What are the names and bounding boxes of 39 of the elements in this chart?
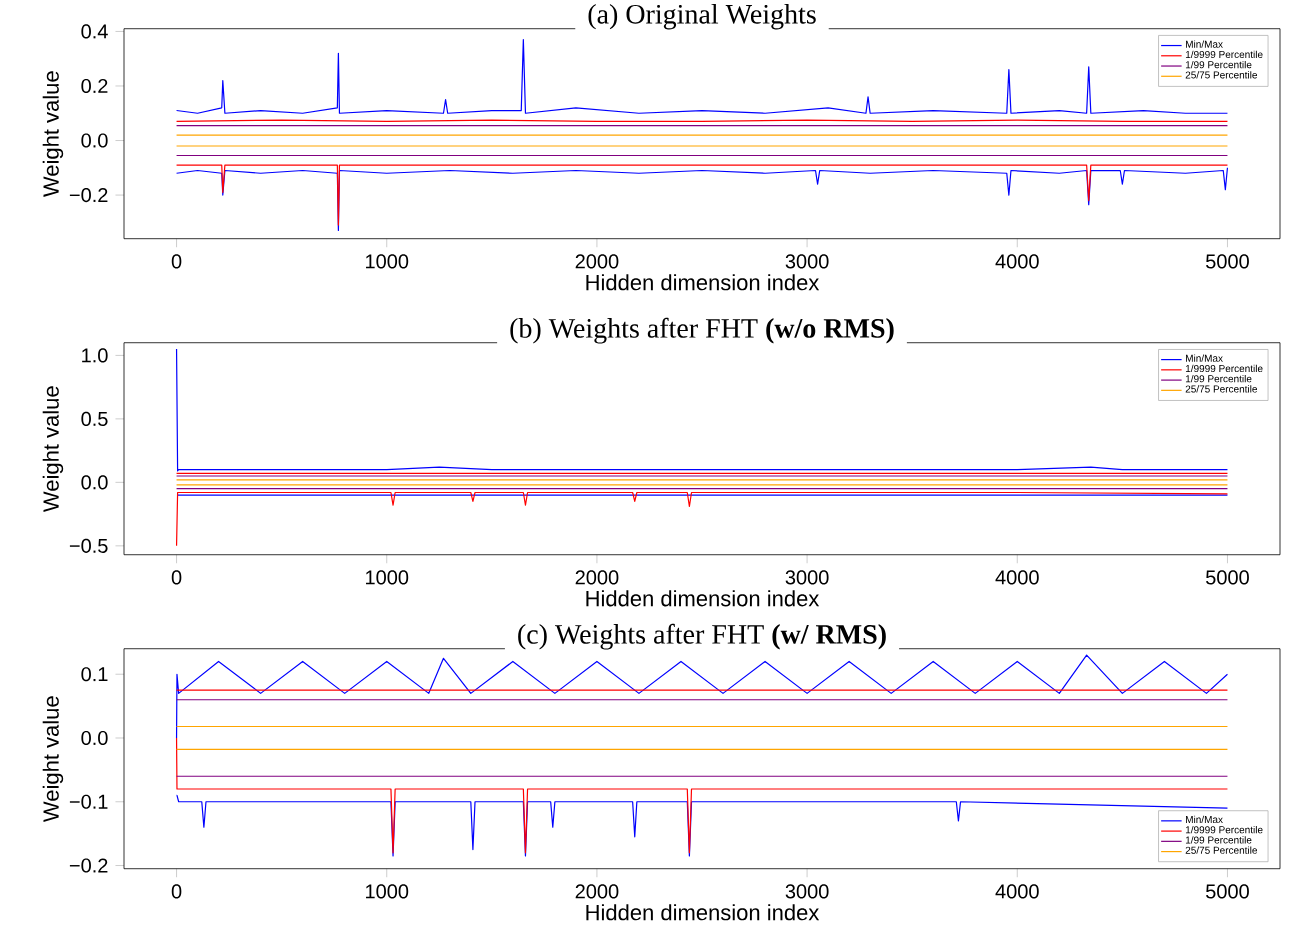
x-tick-label: 0: [171, 253, 182, 269]
x-tick-label: 1000: [366, 883, 409, 899]
y-tick-label: 0.4: [81, 24, 108, 39]
y-tick-label: 0.5: [81, 411, 108, 426]
x-axis-title: Hidden dimension index: [586, 589, 820, 607]
x-tick-label: 3000: [785, 569, 829, 585]
x-axis-title: Hidden dimension index: [586, 273, 820, 291]
x-tick-label: 4000: [995, 569, 1039, 585]
x-tick-label: 2000: [575, 253, 619, 269]
x-tick-label: 4000: [995, 253, 1039, 269]
y-tick-label: −0.1: [69, 794, 108, 809]
x-tick-label: 5000: [1206, 883, 1249, 899]
y-tick-label: −0.5: [69, 538, 108, 553]
y-tick-label: 1.0: [82, 348, 108, 363]
y-tick-label: 0.2: [81, 78, 108, 93]
x-tick-label: 1000: [366, 569, 409, 585]
x-tick-label: 5000: [1206, 569, 1249, 585]
x-tick-label: 0: [171, 569, 182, 585]
x-tick-label: 1000: [366, 253, 409, 269]
y-tick-label: −0.2: [69, 858, 108, 873]
y-tick-label: 0.0: [81, 133, 108, 148]
y-axis-title: Weight value: [42, 70, 64, 197]
y-axis-title: Weight value: [42, 386, 64, 512]
chart-title: (a) Original Weights: [588, 3, 816, 30]
y-tick-label: 0.0: [81, 730, 108, 745]
x-tick-label: 4000: [995, 883, 1039, 899]
x-tick-label: 3000: [785, 883, 829, 899]
y-tick-label: 0.1: [81, 666, 108, 681]
y-axis-title: Weight value: [42, 695, 64, 822]
x-tick-label: 3000: [785, 253, 829, 269]
y-tick-label: −0.2: [69, 187, 108, 202]
x-tick-label: 0: [171, 883, 182, 899]
x-tick-label: 2000: [575, 883, 619, 899]
chart-title: (c) Weights after FHT (w/ RMS): [518, 623, 886, 650]
x-axis-title: Hidden dimension index: [586, 903, 820, 921]
x-tick-label: 5000: [1206, 253, 1249, 269]
y-tick-label: 0.0: [81, 474, 108, 490]
x-tick-label: 2000: [575, 569, 619, 585]
chart-title: (b) Weights after FHT (w/o RMS): [510, 317, 894, 344]
